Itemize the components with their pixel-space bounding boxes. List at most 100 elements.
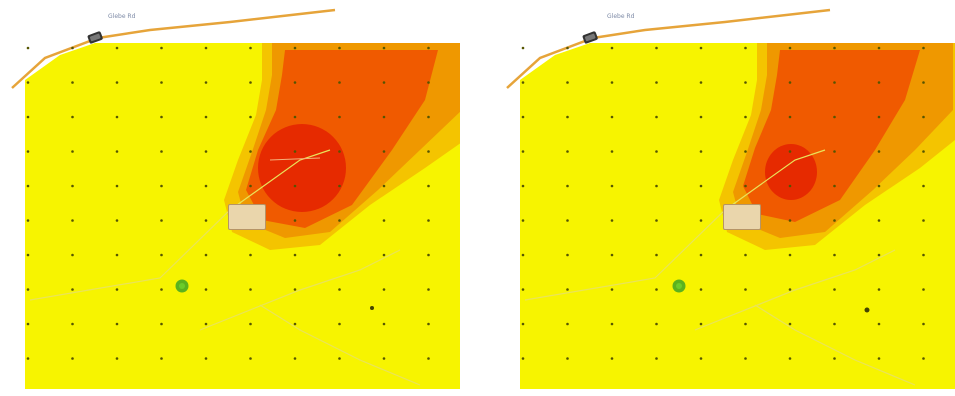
receptor-point — [26, 115, 30, 119]
contour-peak — [258, 124, 346, 212]
receptor-point — [249, 288, 252, 291]
receptor-point — [699, 288, 703, 291]
receptor-point — [521, 253, 525, 257]
receptor-point — [655, 81, 658, 84]
receptor-point — [204, 219, 208, 222]
receptor-point — [566, 115, 569, 119]
place-label: Glebe Rd — [108, 13, 136, 20]
receptor-point — [338, 357, 341, 360]
receptor-point — [699, 81, 703, 84]
receptor-point — [833, 253, 836, 257]
receptor-point — [115, 115, 119, 119]
receptor-point — [788, 357, 792, 360]
receptor-point — [922, 322, 925, 326]
receptor-point — [160, 322, 163, 326]
receptor-point — [877, 288, 881, 291]
receptor-point — [427, 81, 430, 84]
receptor-point — [788, 150, 792, 153]
receptor-point — [744, 46, 747, 50]
receptor-point — [71, 115, 74, 119]
receptor-point — [115, 219, 119, 222]
receptor-point — [744, 357, 747, 360]
receptor-point — [610, 81, 614, 84]
receptor-point — [521, 322, 525, 326]
receptor-point — [655, 219, 658, 222]
receptor-point — [293, 288, 297, 291]
receptor-point — [160, 150, 163, 153]
receptor-point — [566, 357, 569, 360]
road-shield-icon — [87, 31, 103, 44]
receptor-point — [382, 184, 386, 188]
receptor-point — [204, 288, 208, 291]
receptor-point — [699, 322, 703, 326]
receptor-point — [115, 322, 119, 326]
receptor-point — [833, 288, 836, 291]
receptor-point — [204, 322, 208, 326]
road-line — [506, 8, 831, 89]
receptor-point — [833, 150, 836, 153]
receptor-point — [699, 150, 703, 153]
receptor-point — [877, 150, 881, 153]
receptor-point — [26, 150, 30, 153]
receptor-point — [26, 81, 30, 84]
receptor-point — [655, 184, 658, 188]
receptor-point — [293, 115, 297, 119]
receptor-point — [877, 115, 881, 119]
receptor-point — [293, 81, 297, 84]
map-callout[interactable] — [228, 204, 266, 230]
receptor-point — [788, 219, 792, 222]
receptor-point — [833, 81, 836, 84]
receptor-point — [699, 184, 703, 188]
receptor-point — [566, 184, 569, 188]
receptor-point — [566, 46, 569, 50]
receptor-point — [566, 253, 569, 257]
receptor-point — [655, 46, 658, 50]
map-panel-right[interactable]: Glebe Rd — [495, 0, 955, 396]
receptor-point — [293, 322, 297, 326]
receptor-point — [338, 150, 341, 153]
receptor-point — [382, 46, 386, 50]
receptor-point — [610, 357, 614, 360]
receptor-point — [788, 46, 792, 50]
receptor-point — [249, 81, 252, 84]
receptor-point — [382, 115, 386, 119]
receptor-point — [610, 253, 614, 257]
receptor-point — [382, 288, 386, 291]
receptor-point — [610, 288, 614, 291]
receptor-point — [160, 184, 163, 188]
receptor-point — [204, 150, 208, 153]
receptor-point — [610, 184, 614, 188]
receptor-point — [922, 288, 925, 291]
receptor-point — [71, 81, 74, 84]
receptor-point — [293, 357, 297, 360]
receptor-point — [610, 115, 614, 119]
receptor-point — [833, 219, 836, 222]
receptor-point — [788, 288, 792, 291]
receptor-point — [71, 253, 74, 257]
receptor-point — [833, 46, 836, 50]
receptor-point — [204, 81, 208, 84]
receptor-point — [922, 184, 925, 188]
receptor-point — [788, 184, 792, 188]
map-callout[interactable] — [723, 204, 761, 230]
receptor-point — [71, 46, 74, 50]
receptor-point — [293, 150, 297, 153]
receptor-point — [249, 46, 252, 50]
receptor-point — [566, 288, 569, 291]
receptor-point — [427, 322, 430, 326]
receptor-point — [160, 219, 163, 222]
receptor-point — [566, 150, 569, 153]
receptor-point — [26, 253, 30, 257]
receptor-point — [338, 81, 341, 84]
receptor-point — [204, 357, 208, 360]
receptor-point — [382, 219, 386, 222]
receptor-point — [115, 253, 119, 257]
receptor-point — [338, 46, 341, 50]
receptor-point — [699, 46, 703, 50]
receptor-point — [744, 253, 747, 257]
map-panel-left[interactable]: Glebe Rd — [0, 0, 460, 396]
receptor-point — [610, 219, 614, 222]
receptor-point — [26, 184, 30, 188]
receptor-point — [877, 253, 881, 257]
receptor-point — [566, 219, 569, 222]
